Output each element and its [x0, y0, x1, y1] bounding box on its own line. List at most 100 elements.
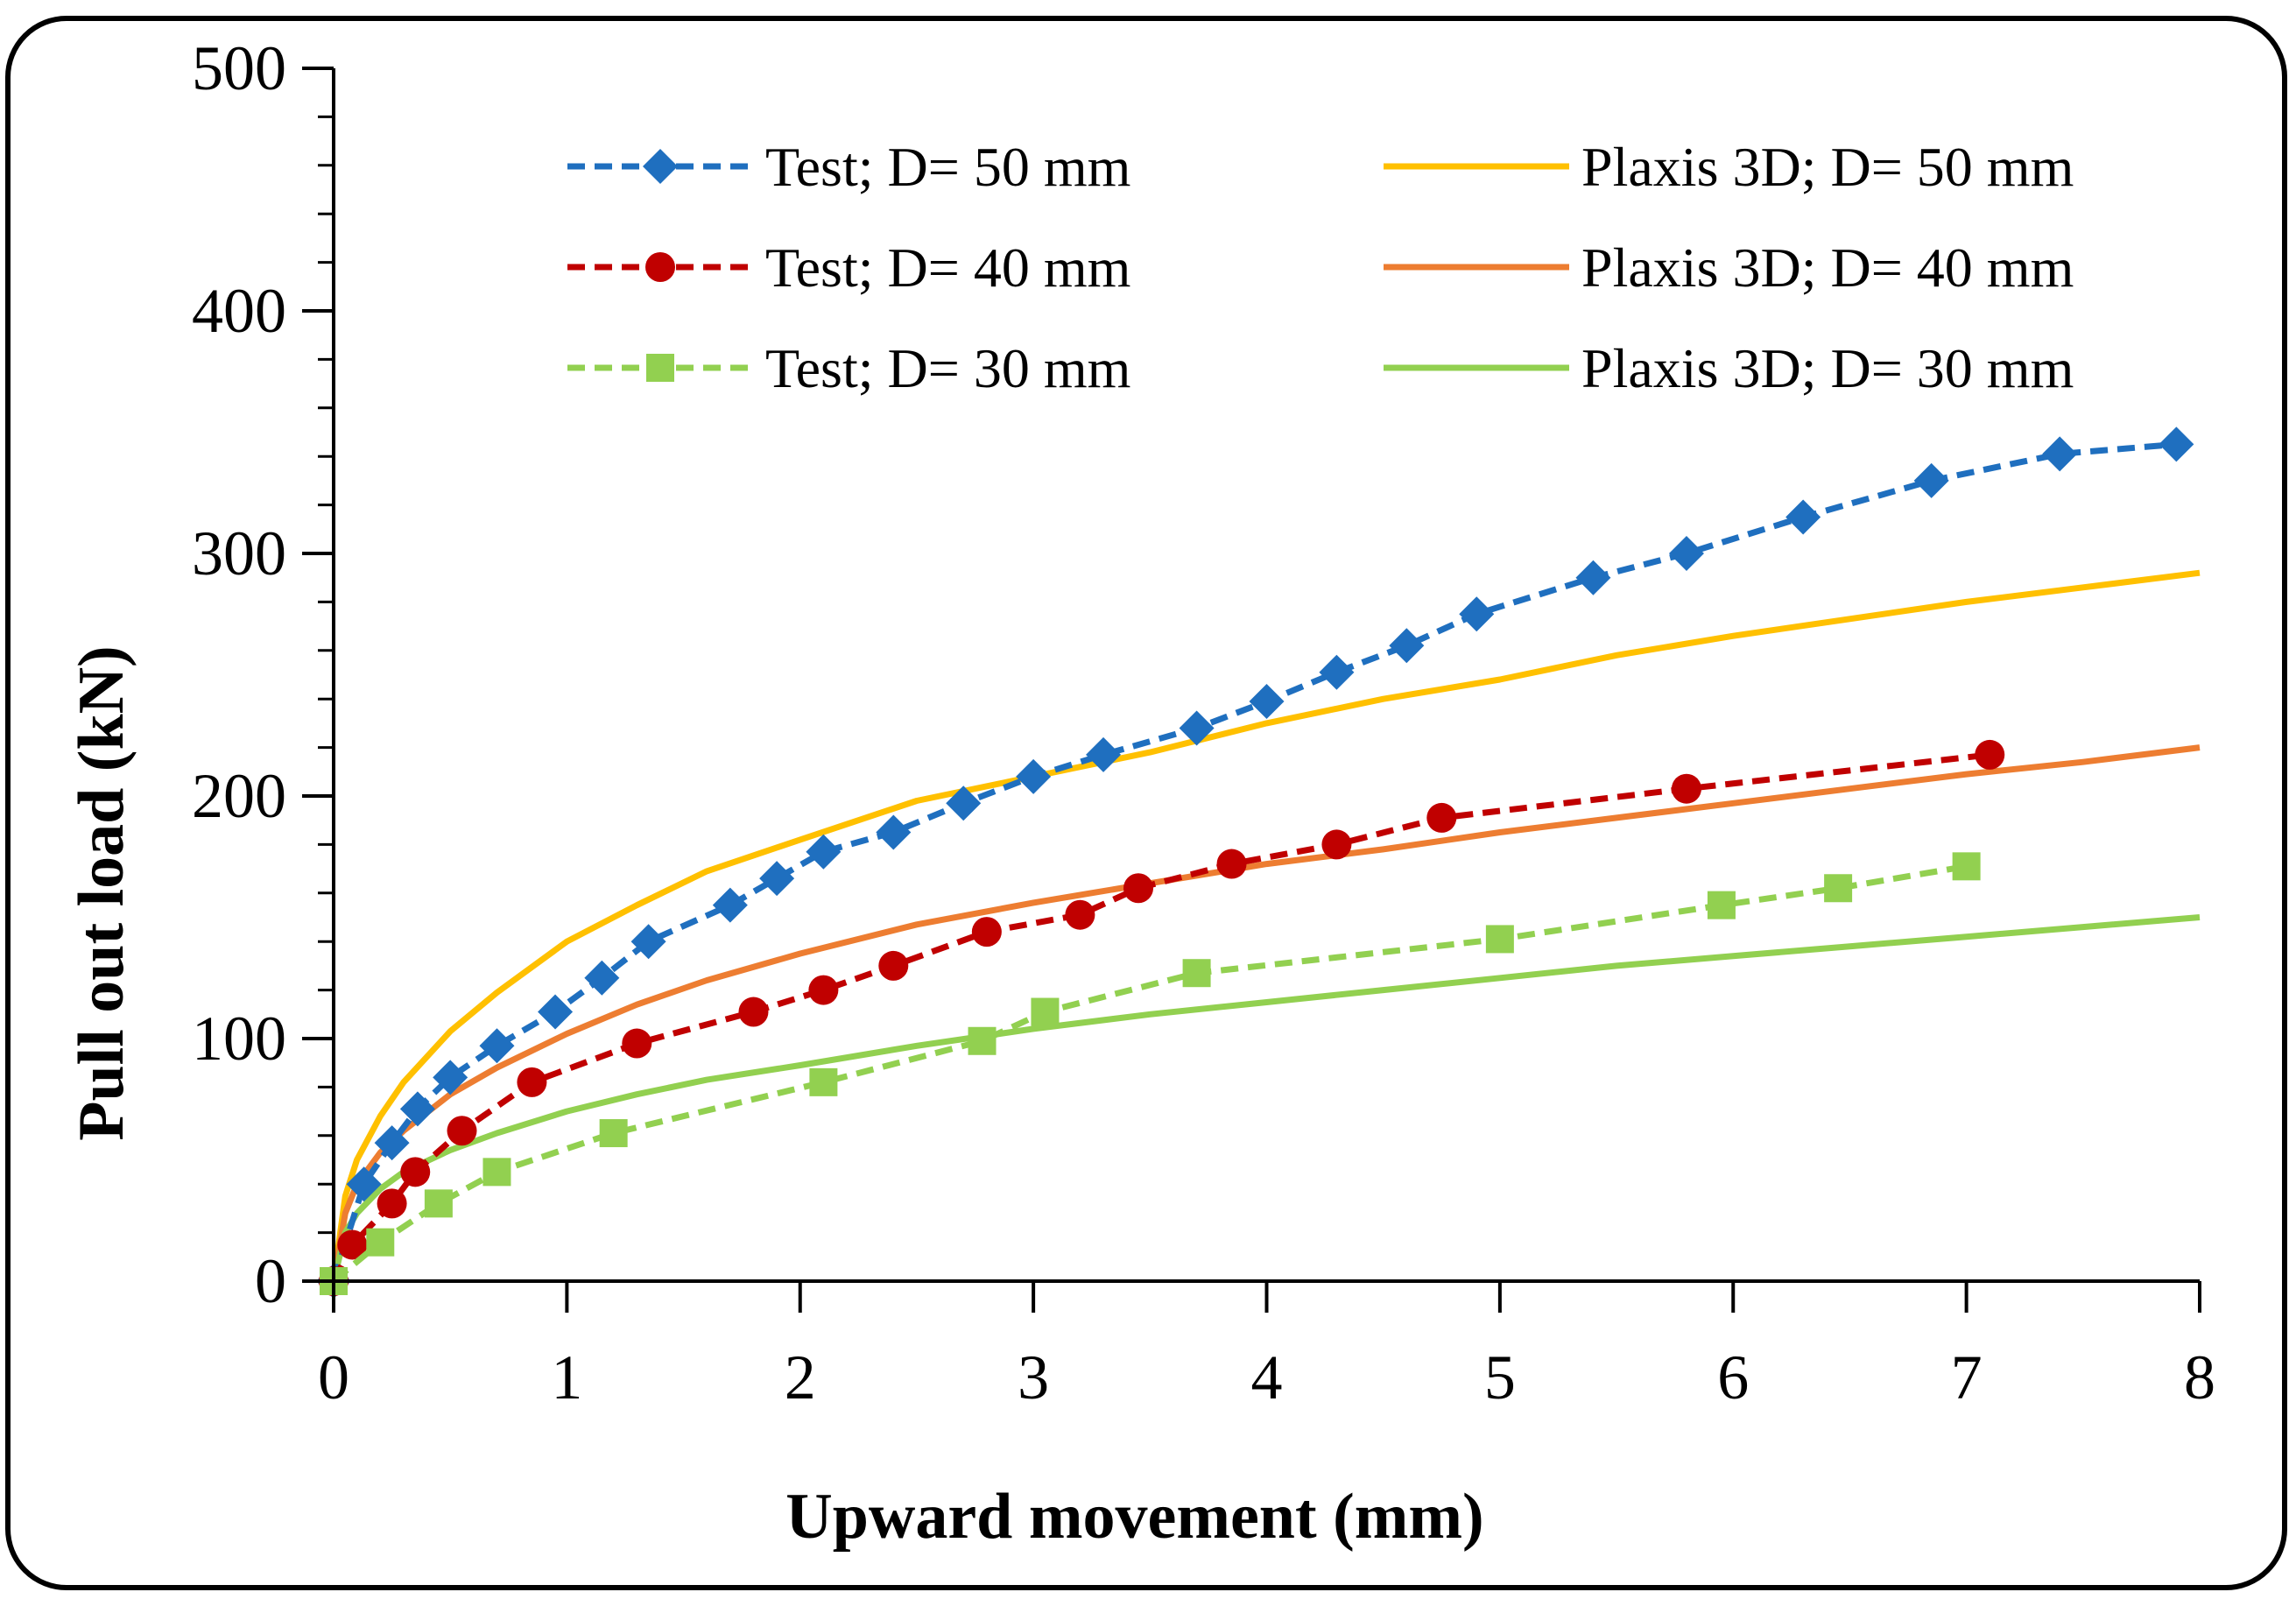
legend-entry-plaxis-3d-d-50-mm: Plaxis 3D; D= 50 mm — [1384, 136, 2074, 198]
data-point-test-d-40-mm — [738, 997, 769, 1027]
data-point-test-d-40-mm — [878, 950, 909, 981]
legend-label: Plaxis 3D; D= 40 mm — [1581, 236, 2074, 299]
data-point-test-d-30-mm — [424, 1189, 453, 1218]
data-point-test-d-50-mm — [1249, 683, 1285, 719]
legend-label: Plaxis 3D; D= 50 mm — [1581, 136, 2074, 198]
x-tick-label: 6 — [1717, 1342, 1749, 1412]
legend-entry-test-d-40-mm: Test; D= 40 mm — [567, 236, 1130, 299]
data-point-test-d-50-mm — [538, 994, 574, 1030]
data-point-test-d-30-mm — [1485, 925, 1514, 954]
legend-entry-test-d-30-mm: Test; D= 30 mm — [567, 337, 1130, 399]
series-line-plaxis-3d-d-30-mm — [330, 914, 2201, 1282]
series-plaxis-3d-d-30-mm — [330, 914, 2201, 1282]
data-point-test-d-50-mm — [1179, 710, 1215, 746]
data-point-test-d-50-mm — [1319, 654, 1355, 690]
data-point-test-d-30-mm — [366, 1228, 395, 1257]
legend-entry-plaxis-3d-d-30-mm: Plaxis 3D; D= 30 mm — [1384, 337, 2074, 399]
data-point-test-d-50-mm — [1575, 560, 1611, 595]
series-line-test-d-30-mm — [331, 863, 1968, 1284]
data-point-test-d-50-mm — [584, 960, 620, 996]
data-point-test-d-40-mm — [1975, 739, 2005, 770]
y-axis-title: Pull out load (kN) — [66, 645, 137, 1140]
legend-entry-test-d-50-mm: Test; D= 50 mm — [567, 136, 1130, 198]
x-tick-label: 3 — [1018, 1342, 1049, 1412]
data-point-test-d-40-mm — [971, 917, 1002, 947]
data-point-test-d-50-mm — [433, 1060, 468, 1095]
data-point-test-d-50-mm — [1016, 758, 1052, 794]
data-point-test-d-30-mm — [1952, 852, 1981, 881]
data-point-test-d-50-mm — [399, 1091, 435, 1127]
x-tick-label: 5 — [1484, 1342, 1516, 1412]
x-tick-label: 2 — [785, 1342, 816, 1412]
legend-marker — [646, 354, 674, 382]
y-tick-label: 300 — [192, 518, 286, 588]
data-point-test-d-50-mm — [2042, 436, 2078, 472]
series-test-d-30-mm — [320, 852, 1981, 1295]
series-line-plaxis-3d-d-50-mm — [330, 569, 2201, 1282]
x-tick-label: 1 — [551, 1342, 582, 1412]
data-point-test-d-50-mm — [1668, 536, 1704, 571]
data-point-test-d-40-mm — [1671, 773, 1701, 804]
series-plaxis-3d-d-50-mm — [330, 569, 2201, 1282]
data-point-test-d-50-mm — [759, 861, 795, 897]
data-point-test-d-40-mm — [517, 1067, 547, 1097]
data-point-test-d-50-mm — [374, 1125, 410, 1161]
data-point-test-d-40-mm — [808, 975, 839, 1005]
data-point-test-d-50-mm — [1459, 596, 1495, 632]
data-point-test-d-50-mm — [2159, 426, 2194, 462]
data-point-test-d-50-mm — [630, 924, 666, 960]
data-point-test-d-50-mm — [1389, 628, 1425, 664]
data-point-test-d-40-mm — [1123, 873, 1153, 904]
legend-marker — [643, 149, 678, 184]
series-test-d-50-mm — [316, 426, 2194, 1299]
data-point-test-d-40-mm — [400, 1157, 431, 1187]
y-tick-label: 400 — [192, 276, 286, 346]
data-point-test-d-30-mm — [1031, 997, 1060, 1026]
data-point-test-d-30-mm — [1707, 891, 1736, 919]
data-point-test-d-40-mm — [622, 1028, 652, 1059]
x-tick-label: 8 — [2184, 1342, 2215, 1412]
data-point-test-d-40-mm — [447, 1116, 477, 1146]
series-line-test-d-40-mm — [330, 751, 1990, 1283]
data-point-test-d-50-mm — [876, 814, 912, 850]
data-point-test-d-50-mm — [1086, 736, 1122, 772]
y-tick-label: 100 — [192, 1004, 286, 1074]
data-point-test-d-30-mm — [599, 1119, 628, 1148]
legend-entry-plaxis-3d-d-40-mm: Plaxis 3D; D= 40 mm — [1384, 236, 2074, 299]
y-tick-label: 200 — [192, 761, 286, 831]
legend-marker — [645, 252, 675, 282]
data-point-test-d-50-mm — [479, 1028, 515, 1064]
data-point-test-d-50-mm — [1785, 499, 1821, 535]
series-test-d-40-mm — [319, 739, 2005, 1296]
data-point-test-d-40-mm — [1426, 802, 1457, 833]
series-plaxis-3d-d-40-mm — [330, 744, 2201, 1282]
x-tick-label: 4 — [1251, 1342, 1283, 1412]
data-point-test-d-40-mm — [337, 1229, 368, 1260]
x-tick-label: 7 — [1951, 1342, 1983, 1412]
y-tick-label: 0 — [255, 1246, 286, 1316]
data-point-test-d-50-mm — [346, 1166, 382, 1202]
x-tick-label: 0 — [318, 1342, 349, 1412]
legend-label: Test; D= 30 mm — [765, 337, 1130, 399]
data-point-test-d-40-mm — [1216, 849, 1247, 879]
legend-label: Plaxis 3D; D= 30 mm — [1581, 337, 2074, 399]
data-point-test-d-40-mm — [1065, 899, 1095, 930]
axes-layer: 0 100 200 300 400 500 0 1 2 3 4 5 6 7 8 — [192, 33, 2215, 1412]
data-point-test-d-30-mm — [1182, 959, 1211, 988]
x-axis-title: Upward movement (mm) — [785, 1481, 1483, 1553]
y-tick-label: 500 — [192, 33, 286, 103]
data-point-test-d-30-mm — [1824, 874, 1853, 903]
data-point-test-d-40-mm — [1321, 829, 1352, 860]
data-point-test-d-50-mm — [1913, 462, 1949, 498]
data-point-test-d-30-mm — [482, 1158, 511, 1187]
chart-frame — [5, 16, 2287, 1590]
series-line-plaxis-3d-d-40-mm — [330, 744, 2201, 1282]
legend-label: Test; D= 50 mm — [765, 136, 1130, 198]
data-point-test-d-30-mm — [809, 1067, 838, 1096]
data-point-test-d-50-mm — [712, 887, 748, 923]
legend-label: Test; D= 40 mm — [765, 236, 1130, 299]
data-point-test-d-40-mm — [377, 1188, 407, 1219]
data-point-test-d-50-mm — [806, 834, 842, 870]
data-point-test-d-50-mm — [946, 785, 982, 821]
